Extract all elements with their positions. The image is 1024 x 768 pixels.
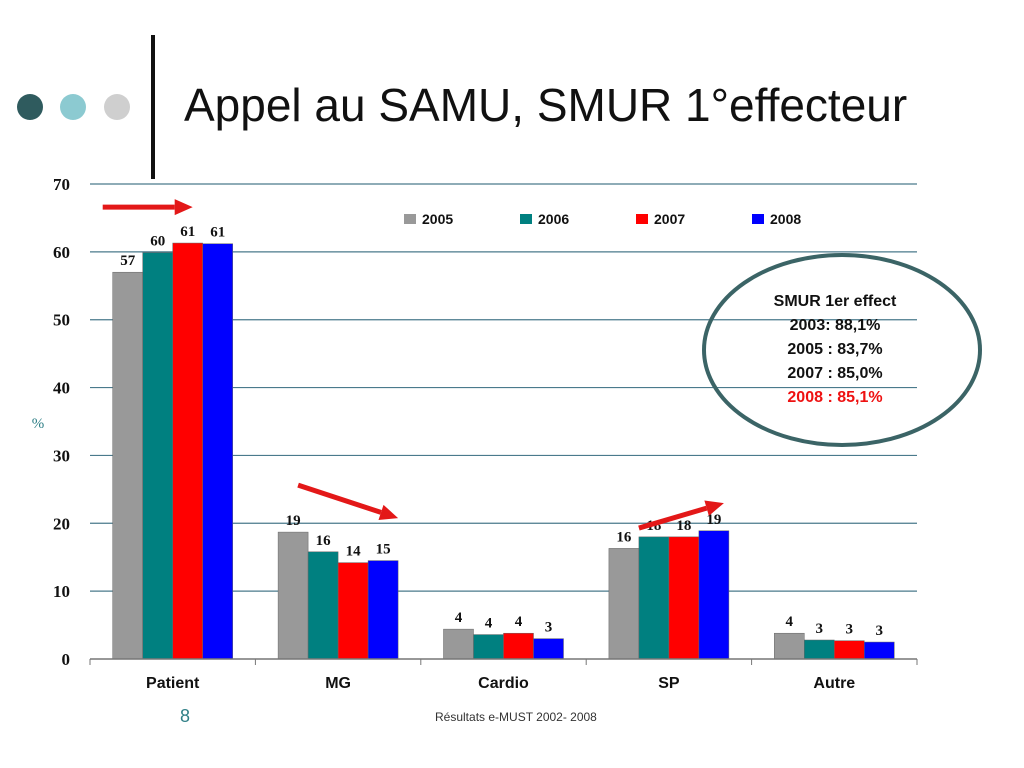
data-label: 3: [816, 621, 824, 637]
x-tick-label: Cardio: [478, 675, 529, 692]
bar-2005-Autre: [774, 632, 805, 660]
y-axis-label: %: [32, 416, 45, 432]
data-label: 3: [846, 622, 854, 638]
y-tick-label: 10: [53, 582, 70, 601]
y-tick-label: 20: [53, 514, 70, 533]
data-label: 19: [706, 512, 721, 528]
decorative-dot-dark: [17, 94, 43, 120]
bar-2005-MG: [277, 531, 309, 660]
y-tick-label: 60: [53, 243, 70, 262]
decorative-dot-light: [60, 94, 86, 120]
bar-2005-Patient: [112, 271, 143, 660]
chart-legend: 2005 2006 2007 2008: [404, 211, 801, 227]
data-label: 16: [316, 533, 332, 549]
trend-arrow-head: [704, 500, 724, 516]
bar-2007-MG: [337, 562, 369, 660]
bar-2006-Cardio: [473, 634, 504, 660]
trend-arrow-up: [638, 505, 708, 531]
slide-title: Appel au SAMU, SMUR 1°effecteur: [184, 79, 908, 131]
bar-2007-SP: [668, 536, 700, 660]
y-tick-label: 40: [53, 379, 70, 398]
callout-line-2005: 2005 : 83,7%: [787, 341, 883, 358]
x-tick-label: SP: [658, 675, 680, 692]
trend-arrow-head: [174, 199, 193, 216]
data-label: 61: [210, 225, 225, 241]
legend-swatch: [752, 214, 764, 224]
data-label: 4: [515, 614, 523, 630]
slide-number: 8: [180, 706, 191, 726]
data-label: 57: [120, 253, 136, 269]
title-divider: [151, 35, 155, 179]
data-label: 14: [346, 544, 362, 560]
legend-label: 2008: [770, 211, 801, 227]
callout-text: SMUR 1er effect 2003: 88,1% 2005 : 83,7%…: [740, 290, 930, 410]
bar-2006-Patient: [142, 252, 173, 660]
bar-2008-Autre: [864, 641, 895, 660]
data-label: 4: [786, 614, 794, 630]
legend-swatch: [520, 214, 532, 224]
bar-2008-SP: [698, 530, 730, 660]
data-label: 61: [180, 224, 195, 240]
data-label: 16: [616, 529, 632, 545]
callout-line-2003: 2003: 88,1%: [789, 317, 881, 334]
data-label: 19: [286, 513, 301, 529]
bar-2008-Patient: [202, 243, 233, 660]
legend-label: 2006: [538, 211, 569, 227]
legend-label: 2005: [422, 211, 453, 227]
data-label: 4: [455, 610, 463, 626]
legend-swatch: [404, 214, 416, 224]
data-label: 60: [150, 234, 165, 250]
legend-swatch: [636, 214, 648, 224]
bar-2008-MG: [367, 560, 399, 660]
y-tick-label: 50: [53, 311, 70, 330]
x-tick-label: Autre: [813, 675, 855, 692]
x-tick-label: Patient: [146, 675, 200, 692]
chart-axes: 0 10 20 30 40 50 60 70% Patient MG Cardio SP Autre: [32, 175, 918, 692]
data-label: 3: [545, 620, 553, 636]
bar-2007-Autre: [834, 640, 865, 660]
data-label: 4: [485, 616, 493, 632]
chart-data-labels: 57606161191614154443161818194333: [120, 224, 883, 639]
data-label: 18: [676, 518, 691, 534]
bar-2006-MG: [307, 551, 339, 660]
bar-2006-SP: [638, 536, 670, 660]
data-label: 15: [376, 542, 391, 558]
bar-2005-Cardio: [443, 628, 474, 660]
callout-line-2008: 2008 : 85,1%: [787, 389, 883, 406]
chart-bars: [112, 242, 895, 660]
trend-arrows: [102, 199, 724, 531]
bar-2006-Autre: [804, 639, 835, 660]
slide-footer: Résultats e-MUST 2002- 2008: [435, 710, 597, 724]
legend-label: 2007: [654, 211, 685, 227]
data-label: 3: [876, 623, 884, 639]
callout-line-2007: 2007 : 85,0%: [787, 365, 883, 382]
trend-arrow-head: [378, 504, 399, 521]
bar-2008-Cardio: [533, 638, 564, 660]
callout-line-title: SMUR 1er effect: [773, 293, 897, 310]
y-tick-label: 0: [62, 650, 71, 669]
bar-2005-SP: [608, 548, 640, 660]
y-tick-label: 30: [53, 446, 70, 465]
x-tick-label: MG: [325, 675, 351, 692]
bar-2007-Cardio: [503, 632, 534, 660]
bar-2007-Patient: [172, 242, 203, 660]
callout-ellipse: [702, 253, 982, 447]
decorative-dot-grey: [104, 94, 130, 120]
y-tick-label: 70: [53, 175, 70, 194]
trend-arrow-down: [297, 482, 382, 515]
